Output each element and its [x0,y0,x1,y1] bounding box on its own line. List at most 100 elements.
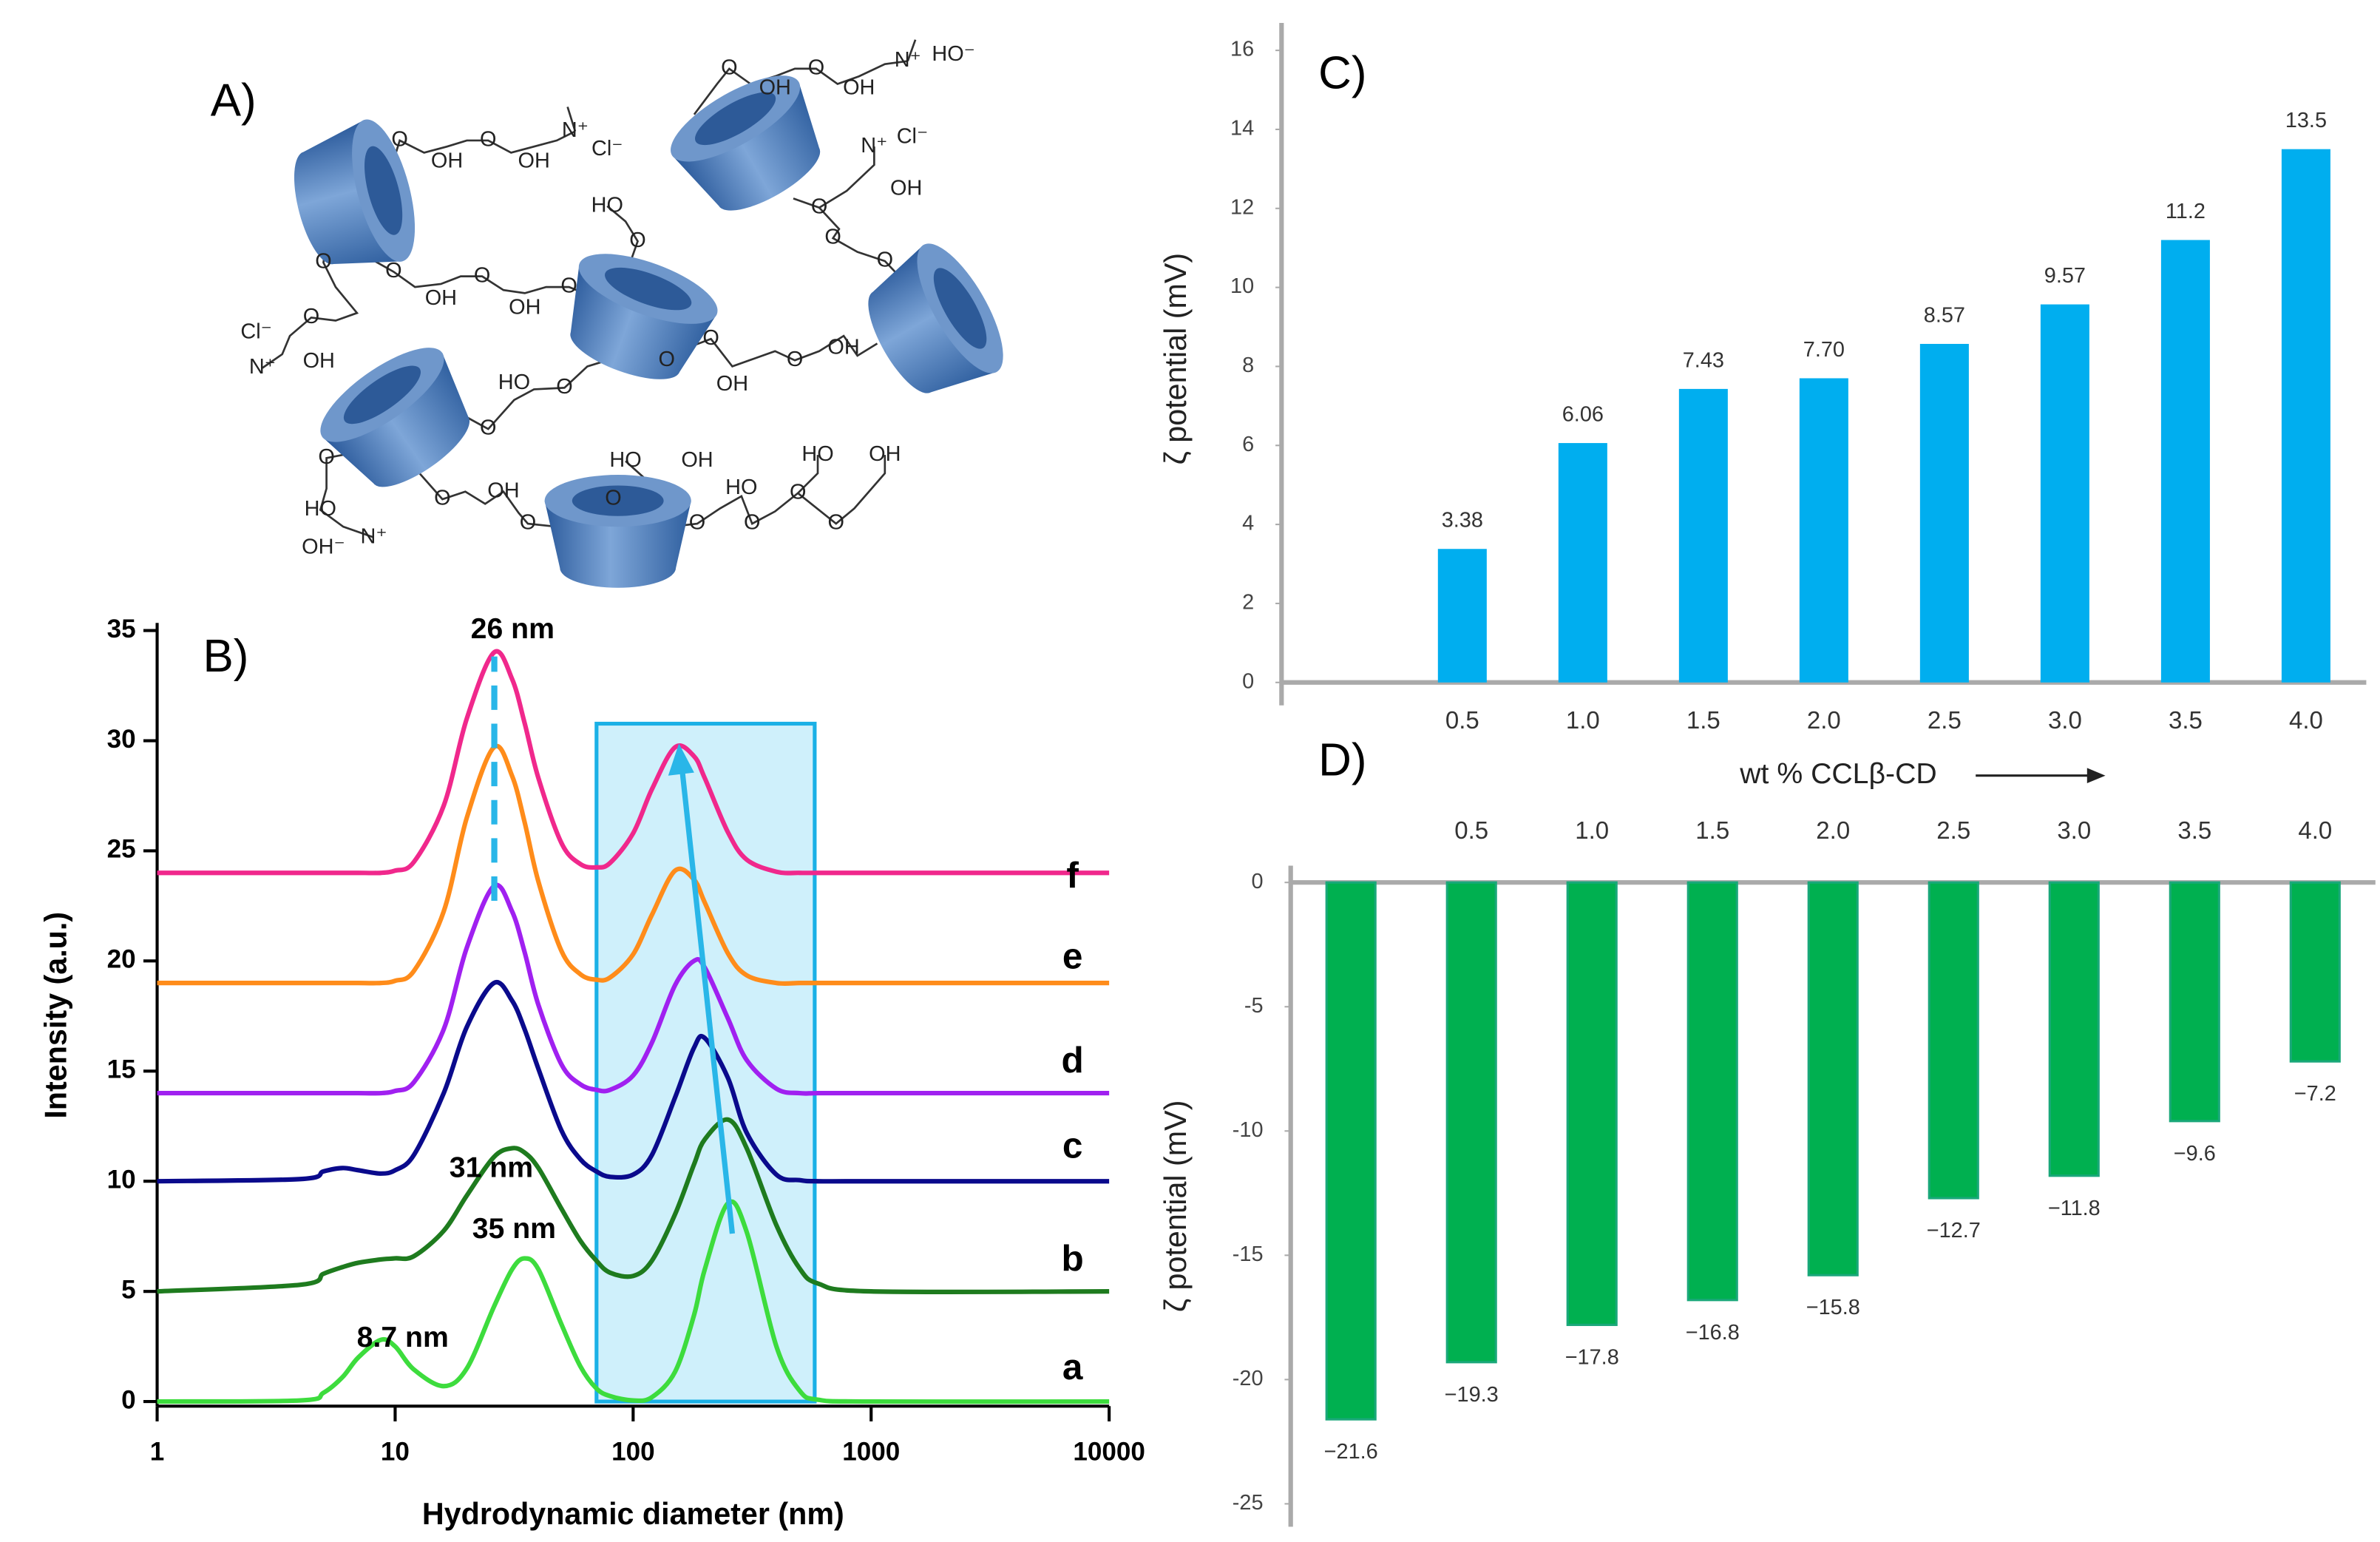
y-tick-label: 30 [107,725,136,754]
bar [2289,881,2341,1063]
data-label: −9.6 [2174,1142,2216,1166]
x-tick-label: 3.5 [2169,706,2203,734]
y-tick-label: 0 [1251,870,1263,893]
atom-label: O [721,56,737,80]
atom-label: O [605,487,621,510]
atom-label: O [811,195,827,218]
atom-label: OH [303,349,335,373]
atom-label: HO [609,448,641,472]
y-axis-label: Intensity (a.u.) [38,912,72,1119]
series-label: f [1066,855,1079,896]
atom-label: O [474,263,490,287]
atom-label: OH [509,296,540,319]
y-tick-label: 12 [1230,195,1254,219]
y-tick-label: 25 [107,835,136,864]
atom-label: N⁺ [562,118,589,142]
chain [418,473,557,528]
panel-label: A) [211,75,257,126]
y-tick-label: 6 [1242,433,1254,456]
bar [1686,881,1738,1302]
y-tick-label: -20 [1233,1367,1264,1390]
x-tick-label: 2.5 [1928,706,1962,734]
chain [387,130,576,176]
data-label: −19.3 [1445,1383,1499,1407]
shift-arrowhead [668,743,694,776]
data-label: 11.2 [2166,200,2206,223]
atom-label: O [385,259,401,283]
data-label: −15.8 [1806,1296,1860,1319]
shift-arrow [679,767,736,1234]
bar [1445,881,1497,1364]
y-tick-label: 2 [1242,591,1254,615]
atom-label: OH [827,335,859,359]
x-tick-label: 3.0 [2057,816,2091,844]
series-line [157,1199,1110,1404]
y-tick-label: -15 [1233,1242,1264,1266]
series-line [157,743,1110,987]
atom-label: OH [518,149,550,172]
atom-label: O [318,445,334,469]
panel-label: C) [1318,48,1366,99]
bar [1928,881,1979,1200]
atom-label: OH [759,75,791,99]
atom-label: OH⁻ [302,535,345,559]
atom-label: O [702,326,719,350]
atom-label: O [480,416,496,440]
atom-label: OH [681,448,713,472]
atom-label: N⁺ [895,48,921,72]
atom-label: Cl⁻ [897,124,929,148]
bar [1437,549,1487,683]
data-label: −17.8 [1565,1345,1619,1369]
bar [2281,149,2330,683]
atom-label: OH [431,149,463,172]
atom-label: HO [498,371,530,394]
chain [906,39,917,62]
annotation: 26 nm [471,613,555,645]
series-label: d [1061,1040,1083,1081]
data-label: 13.5 [2285,109,2327,132]
bar [1807,881,1859,1276]
cyclodextrin [307,331,492,509]
atom-label: OH [425,286,457,310]
x-tick-label: 1 [150,1438,165,1467]
bar [2169,881,2220,1123]
atom-label: Cl⁻ [591,137,623,160]
y-tick-label: 35 [107,615,136,643]
atom-label: N⁺ [249,355,276,379]
bar [1325,881,1377,1421]
panel-label: D) [1318,735,1366,786]
series-label: c [1062,1125,1083,1166]
x-tick-label: 4.0 [2298,816,2332,844]
series-line [157,882,1110,1096]
x-tick-label: 100 [611,1438,655,1467]
data-label: 7.43 [1683,348,1724,372]
data-label: −12.7 [1927,1219,1981,1242]
x-tick-label: 2.0 [1816,816,1850,844]
atom-label: O [659,348,675,371]
atom-label: O [556,375,572,399]
bar [2040,304,2089,683]
chain [457,359,608,430]
data-label: −21.6 [1324,1440,1378,1464]
y-tick-label: -25 [1233,1491,1264,1515]
atom-label: O [434,487,450,510]
x-tick-label: 3.0 [2048,706,2082,734]
atom-label: O [629,229,645,252]
data-label: −16.8 [1686,1321,1740,1345]
chain [319,449,374,538]
bar [2048,881,2100,1177]
x-tick-label: 1.5 [1686,706,1720,734]
bar [1566,881,1618,1326]
cyclodextrin [549,239,726,396]
y-tick-label: 0 [121,1385,136,1414]
series-line [157,649,1110,876]
atom-label: HO [801,442,833,466]
x-tick-label: 1.0 [1566,706,1600,734]
y-tick-label: 8 [1242,354,1254,377]
atom-label: O [520,511,536,535]
atom-label: HO [725,476,757,499]
atom-label: O [315,250,331,274]
highlight-box [594,721,817,1404]
chain [818,206,913,291]
